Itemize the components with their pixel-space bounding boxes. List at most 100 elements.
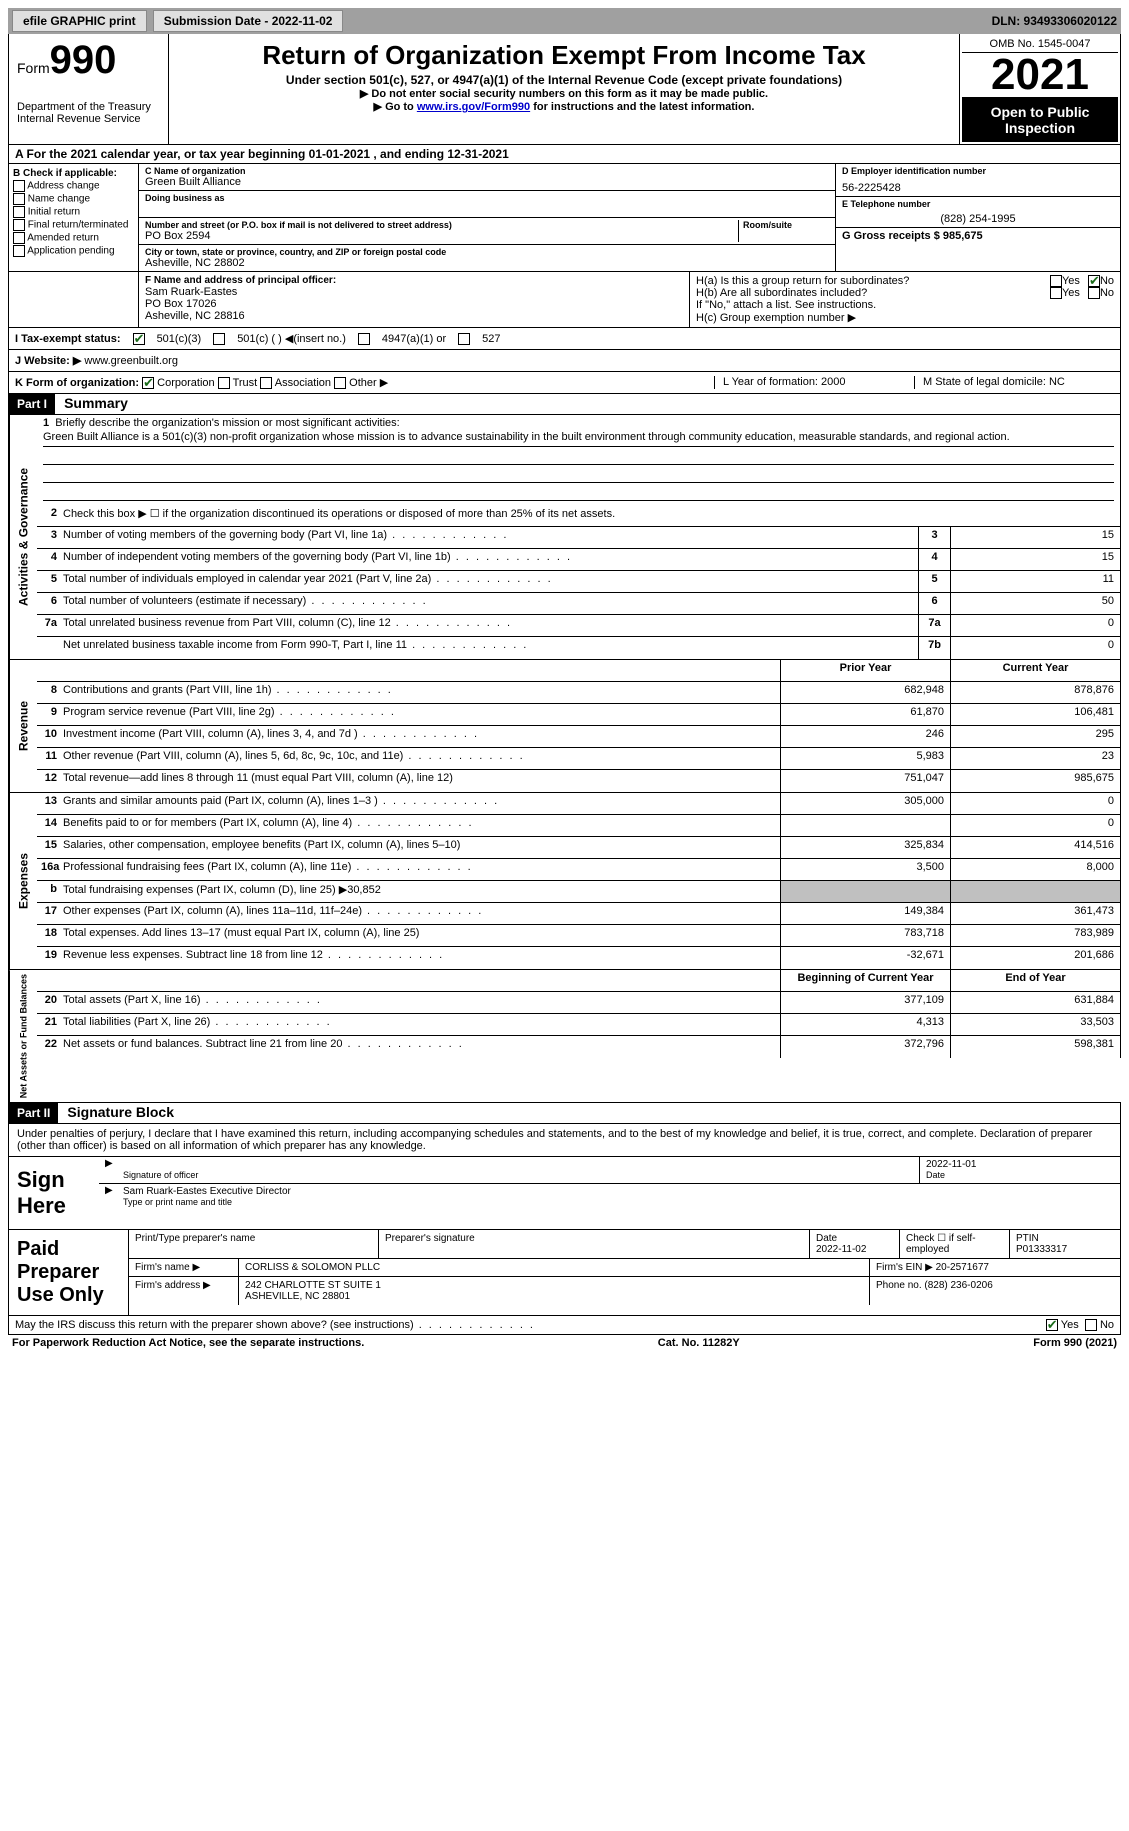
irs-link[interactable]: www.irs.gov/Form990 bbox=[417, 101, 530, 113]
firm-name: CORLISS & SOLOMON PLLC bbox=[239, 1259, 870, 1276]
line3-value: 15 bbox=[950, 527, 1120, 548]
line19-prior: -32,671 bbox=[780, 947, 950, 969]
part1-tag: Part I bbox=[9, 394, 55, 414]
current-year-header: Current Year bbox=[950, 660, 1120, 681]
address: PO Box 2594 bbox=[145, 230, 738, 242]
line22: Net assets or fund balances. Subtract li… bbox=[61, 1036, 780, 1058]
line10-current: 295 bbox=[950, 726, 1120, 747]
527-checkbox[interactable] bbox=[458, 333, 470, 345]
amended-return-checkbox[interactable] bbox=[13, 232, 25, 244]
sig-date-label: Date bbox=[926, 1170, 945, 1180]
other-checkbox[interactable] bbox=[334, 377, 346, 389]
line21: Total liabilities (Part X, line 26) bbox=[61, 1014, 780, 1035]
line17: Other expenses (Part IX, column (A), lin… bbox=[61, 903, 780, 924]
line19-current: 201,686 bbox=[950, 947, 1120, 969]
application-pending-checkbox[interactable] bbox=[13, 245, 25, 257]
part2-tag: Part II bbox=[9, 1103, 58, 1123]
corporation-checkbox[interactable] bbox=[142, 377, 154, 389]
part1-title: Summary bbox=[64, 395, 128, 411]
line11-prior: 5,983 bbox=[780, 748, 950, 769]
officer-label: F Name and address of principal officer: bbox=[145, 275, 683, 286]
dba-label: Doing business as bbox=[145, 193, 829, 203]
vtab-revenue: Revenue bbox=[9, 660, 37, 792]
line13-prior: 305,000 bbox=[780, 793, 950, 814]
efile-print-button[interactable]: efile GRAPHIC print bbox=[12, 10, 147, 32]
form-number: 990 bbox=[50, 38, 117, 82]
mission-text: Green Built Alliance is a 501(c)(3) non-… bbox=[43, 431, 1114, 447]
line16a-current: 8,000 bbox=[950, 859, 1120, 880]
part1-header: Part I Summary bbox=[8, 394, 1121, 415]
expenses-section: Expenses 13Grants and similar amounts pa… bbox=[8, 793, 1121, 970]
firm-addr1: 242 CHARLOTTE ST SUITE 1 bbox=[245, 1280, 381, 1291]
self-employed-check: Check ☐ if self-employed bbox=[900, 1230, 1010, 1258]
firm-phone: Phone no. (828) 236-0206 bbox=[870, 1277, 1120, 1305]
ha-yes-checkbox[interactable] bbox=[1050, 275, 1062, 287]
open-to-public: Open to Public Inspection bbox=[962, 98, 1118, 142]
officer-addr2: Asheville, NC 28816 bbox=[145, 310, 683, 322]
footer-mid: Cat. No. 11282Y bbox=[658, 1337, 740, 1349]
line11-current: 23 bbox=[950, 748, 1120, 769]
address-change-checkbox[interactable] bbox=[13, 180, 25, 192]
line4: Number of independent voting members of … bbox=[61, 549, 918, 570]
ha-no-checkbox[interactable] bbox=[1088, 275, 1100, 287]
501c-checkbox[interactable] bbox=[213, 333, 225, 345]
arrow-icon: ▶ bbox=[99, 1184, 117, 1210]
trust-checkbox[interactable] bbox=[218, 377, 230, 389]
association-checkbox[interactable] bbox=[260, 377, 272, 389]
line4-value: 15 bbox=[950, 549, 1120, 570]
initial-return-checkbox[interactable] bbox=[13, 206, 25, 218]
firm-ein: Firm's EIN ▶ 20-2571677 bbox=[870, 1259, 1120, 1276]
final-return-checkbox[interactable] bbox=[13, 219, 25, 231]
footer-right: Form 990 (2021) bbox=[1033, 1337, 1117, 1349]
arrow-icon: ▶ bbox=[99, 1157, 117, 1183]
line13-current: 0 bbox=[950, 793, 1120, 814]
line20-prior: 377,109 bbox=[780, 992, 950, 1013]
discuss-no-checkbox[interactable] bbox=[1085, 1319, 1097, 1331]
mission-block: 1 Briefly describe the organization's mi… bbox=[37, 415, 1121, 505]
line17-prior: 149,384 bbox=[780, 903, 950, 924]
dept-line-2: Internal Revenue Service bbox=[17, 113, 160, 125]
part2-title: Signature Block bbox=[67, 1104, 174, 1120]
officer-addr1: PO Box 17026 bbox=[145, 298, 683, 310]
ein-value: 56-2225428 bbox=[842, 182, 1114, 194]
line5: Total number of individuals employed in … bbox=[61, 571, 918, 592]
perjury-declaration: Under penalties of perjury, I declare th… bbox=[9, 1124, 1120, 1156]
line16a: Professional fundraising fees (Part IX, … bbox=[61, 859, 780, 880]
principal-officer: F Name and address of principal officer:… bbox=[139, 272, 690, 327]
line9-prior: 61,870 bbox=[780, 704, 950, 725]
501c3-checkbox[interactable] bbox=[133, 333, 145, 345]
activities-governance-section: Activities & Governance 1 Briefly descri… bbox=[8, 415, 1121, 660]
line9: Program service revenue (Part VIII, line… bbox=[61, 704, 780, 725]
end-year-header: End of Year bbox=[950, 970, 1120, 991]
line21-prior: 4,313 bbox=[780, 1014, 950, 1035]
part2-header: Part II Signature Block bbox=[8, 1103, 1121, 1124]
phone-label: E Telephone number bbox=[842, 199, 1114, 209]
hb-yes-checkbox[interactable] bbox=[1050, 287, 1062, 299]
org-name-label: C Name of organization bbox=[145, 166, 829, 176]
line9-current: 106,481 bbox=[950, 704, 1120, 725]
line12: Total revenue—add lines 8 through 11 (mu… bbox=[61, 770, 780, 792]
sig-officer-label: Signature of officer bbox=[123, 1170, 198, 1180]
form-subtitle-3b: for instructions and the latest informat… bbox=[530, 101, 754, 113]
right-info-column: D Employer identification number 56-2225… bbox=[835, 164, 1120, 271]
line20-current: 631,884 bbox=[950, 992, 1120, 1013]
4947-checkbox[interactable] bbox=[358, 333, 370, 345]
discuss-yes-checkbox[interactable] bbox=[1046, 1319, 1058, 1331]
state-domicile: M State of legal domicile: NC bbox=[914, 376, 1114, 389]
submission-date-button[interactable]: Submission Date - 2022-11-02 bbox=[153, 10, 344, 32]
dln-label: DLN: 93493306020122 bbox=[992, 14, 1117, 28]
officer-group-block: F Name and address of principal officer:… bbox=[8, 272, 1121, 328]
line7b: Net unrelated business taxable income fr… bbox=[61, 637, 918, 659]
line6-value: 50 bbox=[950, 593, 1120, 614]
beginning-year-header: Beginning of Current Year bbox=[780, 970, 950, 991]
group-return-block: H(a) Is this a group return for subordin… bbox=[690, 272, 1120, 327]
k-label: K Form of organization: bbox=[15, 377, 139, 389]
preparer-name-label: Print/Type preparer's name bbox=[129, 1230, 379, 1258]
form-word: Form bbox=[17, 60, 50, 76]
entity-block: B Check if applicable: Address change Na… bbox=[8, 164, 1121, 272]
signature-block: Under penalties of perjury, I declare th… bbox=[8, 1124, 1121, 1316]
checkbox-column-b: B Check if applicable: Address change Na… bbox=[9, 164, 139, 271]
hb-no-checkbox[interactable] bbox=[1088, 287, 1100, 299]
officer-name: Sam Ruark-Eastes bbox=[145, 286, 683, 298]
name-change-checkbox[interactable] bbox=[13, 193, 25, 205]
